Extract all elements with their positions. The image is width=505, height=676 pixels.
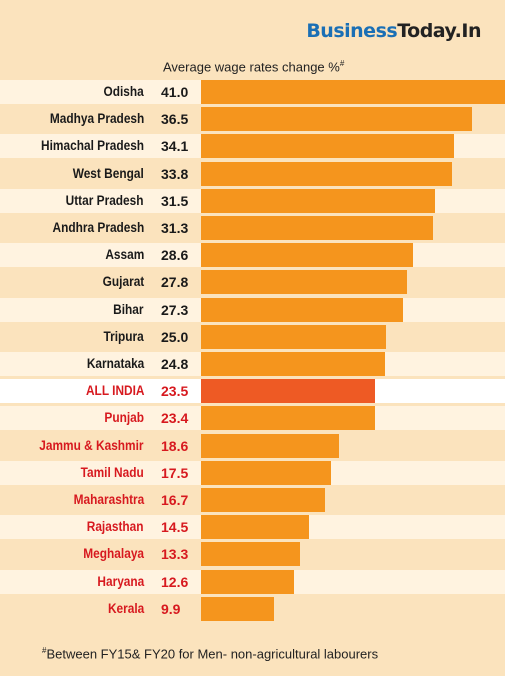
chart-subtitle: Average wage rates change %# <box>163 56 344 75</box>
value-label: 25.0 <box>161 328 189 345</box>
category-label: Haryana <box>97 573 144 589</box>
chart-row: Tripura 25.0 <box>0 324 505 349</box>
bar <box>201 433 339 458</box>
chart-row: Himachal Pradesh 34.1 <box>0 134 505 159</box>
brand-logo-today: Today.In <box>397 20 481 42</box>
footnote-text: Between FY15& FY20 for Men- non-agricult… <box>46 646 379 662</box>
value-label: 17.5 <box>161 464 189 481</box>
chart-row: Tamil Nadu 17.5 <box>0 460 505 485</box>
value-label: 9.9 <box>161 600 181 617</box>
value-label: 33.8 <box>161 165 189 182</box>
category-label: Himachal Pradesh <box>40 138 144 154</box>
value-label: 41.0 <box>161 84 189 100</box>
bar <box>201 596 275 621</box>
category-label: Assam <box>105 247 144 263</box>
chart-row: Haryana 12.6 <box>0 569 505 594</box>
value-label: 13.3 <box>161 546 189 563</box>
bar <box>201 134 454 159</box>
chart-row: Odisha 41.0 <box>0 80 505 104</box>
bar <box>201 352 385 376</box>
value-label: 28.6 <box>161 247 189 264</box>
bar <box>201 460 331 485</box>
bar <box>201 243 414 268</box>
chart-row-highlight: ALL INDIA 23.5 <box>0 379 505 404</box>
value-label: 16.7 <box>161 492 189 508</box>
chart-subtitle-text: Average wage rates change % <box>163 59 340 75</box>
chart-row: Andhra Pradesh 31.3 <box>0 216 505 240</box>
category-label: Jammu & Kashmir <box>39 437 144 453</box>
category-label: Andhra Pradesh <box>52 220 144 235</box>
value-label: 24.8 <box>161 356 189 372</box>
category-label: Madhya Pradesh <box>49 111 144 127</box>
category-label: ALL INDIA <box>85 383 144 399</box>
footnote-mark: # <box>42 646 47 655</box>
chart-row: Maharashtra 16.7 <box>0 488 505 512</box>
chart-subtitle-mark: # <box>339 59 345 68</box>
footnote: #Between FY15& FY20 for Men- non-agricul… <box>42 643 378 662</box>
category-label: Maharashtra <box>73 492 144 507</box>
chart-row: Rajasthan 14.5 <box>0 515 505 540</box>
chart-row: Bihar 27.3 <box>0 297 505 322</box>
chart-row: West Bengal 33.8 <box>0 161 505 186</box>
value-label: 23.5 <box>161 383 189 400</box>
value-label: 23.4 <box>161 410 189 427</box>
brand-logo: BusinessToday.In <box>306 19 481 43</box>
category-label: Uttar Pradesh <box>66 192 144 208</box>
category-label: Tripura <box>103 328 144 344</box>
chart-row: Uttar Pradesh 31.5 <box>0 188 505 213</box>
category-label: Rajasthan <box>87 519 144 535</box>
value-label: 36.5 <box>161 111 189 128</box>
bar <box>201 406 375 431</box>
category-label: Meghalaya <box>83 546 144 562</box>
category-label: West Bengal <box>72 165 144 181</box>
value-label: 34.1 <box>161 138 189 155</box>
category-label: Tamil Nadu <box>80 464 144 480</box>
category-label: Bihar <box>113 301 144 317</box>
bar-highlight <box>201 379 376 404</box>
value-label: 31.3 <box>161 220 189 236</box>
chart-row: Gujarat 27.8 <box>0 270 505 295</box>
value-label: 31.5 <box>161 192 189 209</box>
bar <box>201 488 325 512</box>
chart-row: Karnataka 24.8 <box>0 352 505 376</box>
value-label: 14.5 <box>161 519 189 536</box>
value-label: 27.8 <box>161 274 189 291</box>
chart-row: Jammu & Kashmir 18.6 <box>0 433 505 458</box>
chart-row: Assam 28.6 <box>0 243 505 268</box>
bar <box>201 297 404 322</box>
bar <box>201 569 295 594</box>
bar <box>201 107 472 132</box>
chart-row: Kerala 9.9 <box>0 596 505 621</box>
category-label: Punjab <box>104 410 144 426</box>
value-label: 12.6 <box>161 573 189 590</box>
bar <box>201 542 300 567</box>
bar <box>201 188 435 213</box>
category-label: Gujarat <box>102 274 144 290</box>
value-label: 27.3 <box>161 301 189 318</box>
chart-row: Punjab 23.4 <box>0 406 505 431</box>
brand-logo-business: Business <box>306 20 398 42</box>
chart-row: Madhya Pradesh 36.5 <box>0 107 505 132</box>
bar <box>201 161 452 186</box>
category-label: Kerala <box>107 600 144 616</box>
bar <box>201 216 434 240</box>
bar <box>201 324 387 349</box>
category-label: Odisha <box>103 84 144 99</box>
bar <box>201 270 408 295</box>
bar <box>201 515 309 540</box>
bar <box>201 80 505 104</box>
category-label: Karnataka <box>86 356 144 371</box>
chart-row: Meghalaya 13.3 <box>0 542 505 567</box>
value-label: 18.6 <box>161 437 189 454</box>
